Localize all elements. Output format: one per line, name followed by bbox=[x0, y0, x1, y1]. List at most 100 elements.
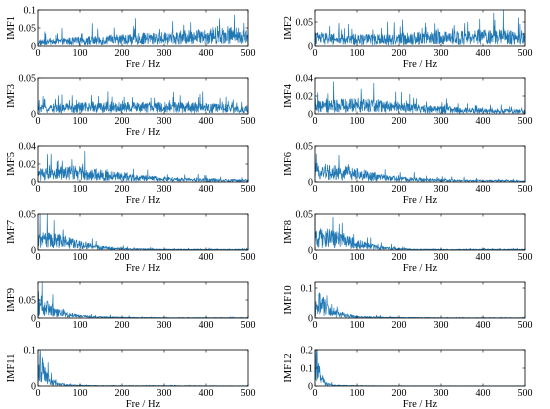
x-tick-label: 300 bbox=[434, 116, 449, 127]
x-axis-label: Fre / Hz bbox=[126, 263, 161, 274]
x-tick-label: 200 bbox=[392, 320, 407, 331]
x-axis-label: Fre / Hz bbox=[126, 127, 161, 138]
y-tick-label: 0.05 bbox=[296, 142, 314, 153]
x-tick-label: 400 bbox=[199, 184, 214, 195]
spectrum-line-imf7 bbox=[37, 213, 249, 251]
x-axis-label: Fre / Hz bbox=[403, 263, 438, 274]
x-axis-label: Fre / Hz bbox=[126, 195, 161, 206]
y-tick-label: 0.02 bbox=[19, 160, 37, 171]
x-tick-label: 200 bbox=[392, 388, 407, 399]
x-tick-label: 400 bbox=[476, 48, 491, 59]
y-axis-label: IMF8 bbox=[283, 220, 294, 244]
x-tick-label: 0 bbox=[36, 116, 41, 127]
y-tick-label: 0.04 bbox=[296, 74, 314, 85]
x-tick-label: 100 bbox=[73, 184, 88, 195]
x-tick-label: 500 bbox=[241, 252, 256, 263]
y-tick-label: 0.1 bbox=[24, 346, 37, 357]
y-tick-label: 0 bbox=[308, 42, 313, 53]
x-tick-label: 500 bbox=[241, 184, 256, 195]
y-tick-label: 0.05 bbox=[19, 74, 37, 85]
x-tick-label: 200 bbox=[115, 320, 130, 331]
y-axis-label: IMF3 bbox=[6, 84, 17, 108]
axes-frame bbox=[37, 77, 249, 115]
x-tick-label: 400 bbox=[476, 388, 491, 399]
x-tick-label: 500 bbox=[241, 116, 256, 127]
x-tick-label: 0 bbox=[313, 320, 318, 331]
x-tick-label: 100 bbox=[350, 252, 365, 263]
x-tick-label: 300 bbox=[434, 252, 449, 263]
y-tick-label: 0.05 bbox=[19, 296, 37, 307]
y-axis-label: IMF5 bbox=[6, 152, 17, 176]
y-tick-label: 0.1 bbox=[301, 284, 314, 295]
y-axis-label: IMF12 bbox=[283, 353, 294, 382]
x-axis-label: Fre / Hz bbox=[126, 59, 161, 70]
y-tick-label: 0.05 bbox=[296, 210, 314, 221]
x-tick-label: 0 bbox=[36, 48, 41, 59]
spectrum-line-imf8 bbox=[314, 213, 526, 251]
axes-frame bbox=[314, 349, 526, 387]
x-tick-label: 200 bbox=[115, 116, 130, 127]
x-tick-label: 200 bbox=[392, 252, 407, 263]
x-tick-label: 500 bbox=[241, 388, 256, 399]
spectrum-line-imf9 bbox=[37, 281, 249, 319]
x-tick-label: 300 bbox=[434, 184, 449, 195]
x-tick-label: 400 bbox=[476, 320, 491, 331]
x-tick-label: 500 bbox=[518, 388, 533, 399]
x-tick-label: 100 bbox=[73, 252, 88, 263]
y-tick-label: 0.1 bbox=[301, 364, 314, 375]
x-tick-label: 100 bbox=[73, 48, 88, 59]
y-tick-label: 0.05 bbox=[296, 18, 314, 29]
axes-frame bbox=[37, 213, 249, 251]
x-tick-label: 400 bbox=[199, 252, 214, 263]
axes-frame bbox=[314, 213, 526, 251]
x-tick-label: 100 bbox=[350, 320, 365, 331]
x-tick-label: 0 bbox=[36, 320, 41, 331]
y-axis-label: IMF1 bbox=[6, 16, 17, 40]
x-tick-label: 400 bbox=[476, 184, 491, 195]
x-tick-label: 400 bbox=[199, 388, 214, 399]
x-tick-label: 300 bbox=[434, 320, 449, 331]
spectrum-line-imf10 bbox=[314, 292, 526, 319]
y-axis-label: IMF4 bbox=[283, 83, 294, 108]
x-tick-label: 400 bbox=[199, 116, 214, 127]
y-tick-label: 0 bbox=[31, 110, 36, 121]
x-tick-label: 500 bbox=[518, 320, 533, 331]
y-axis-label: IMF2 bbox=[283, 16, 294, 40]
y-tick-label: 0 bbox=[308, 382, 313, 393]
axes-frame bbox=[314, 77, 526, 115]
x-tick-label: 300 bbox=[434, 388, 449, 399]
spectrum-line-imf1 bbox=[37, 14, 249, 46]
x-tick-label: 200 bbox=[392, 116, 407, 127]
panel-imf10: 0 100 200 300 400 500 0 0.1 IMF10 bbox=[283, 281, 533, 331]
y-axis-label: IMF9 bbox=[6, 288, 17, 312]
x-tick-label: 300 bbox=[157, 116, 172, 127]
axes-frame bbox=[314, 281, 526, 319]
y-tick-label: 0.1 bbox=[24, 6, 37, 17]
x-tick-label: 100 bbox=[350, 48, 365, 59]
x-tick-label: 100 bbox=[350, 184, 365, 195]
x-tick-label: 0 bbox=[313, 184, 318, 195]
x-tick-label: 500 bbox=[518, 184, 533, 195]
x-axis-label: Fre / Hz bbox=[126, 399, 161, 409]
axes-frame bbox=[314, 9, 526, 47]
x-tick-label: 100 bbox=[73, 320, 88, 331]
x-tick-label: 0 bbox=[36, 184, 41, 195]
panel-imf12: 0 100 200 300 400 500 0 0.1 0.2 IMF12 Fre / Hz bbox=[283, 346, 533, 409]
y-tick-label: 0.2 bbox=[301, 346, 314, 357]
x-tick-label: 400 bbox=[199, 320, 214, 331]
x-tick-label: 300 bbox=[157, 320, 172, 331]
x-tick-label: 200 bbox=[115, 48, 130, 59]
x-axis-label: Fre / Hz bbox=[403, 59, 438, 70]
x-tick-label: 0 bbox=[313, 48, 318, 59]
y-axis-label: IMF6 bbox=[283, 152, 294, 176]
panel-imf1: 0 100 200 300 400 500 0 0.05 0.1 IMF1 Fre / Hz bbox=[6, 6, 256, 71]
x-tick-label: 0 bbox=[313, 252, 318, 263]
y-tick-label: 0.05 bbox=[19, 210, 37, 221]
x-tick-label: 0 bbox=[36, 252, 41, 263]
x-tick-label: 400 bbox=[199, 48, 214, 59]
axes-frame bbox=[314, 145, 526, 183]
x-tick-label: 500 bbox=[241, 320, 256, 331]
